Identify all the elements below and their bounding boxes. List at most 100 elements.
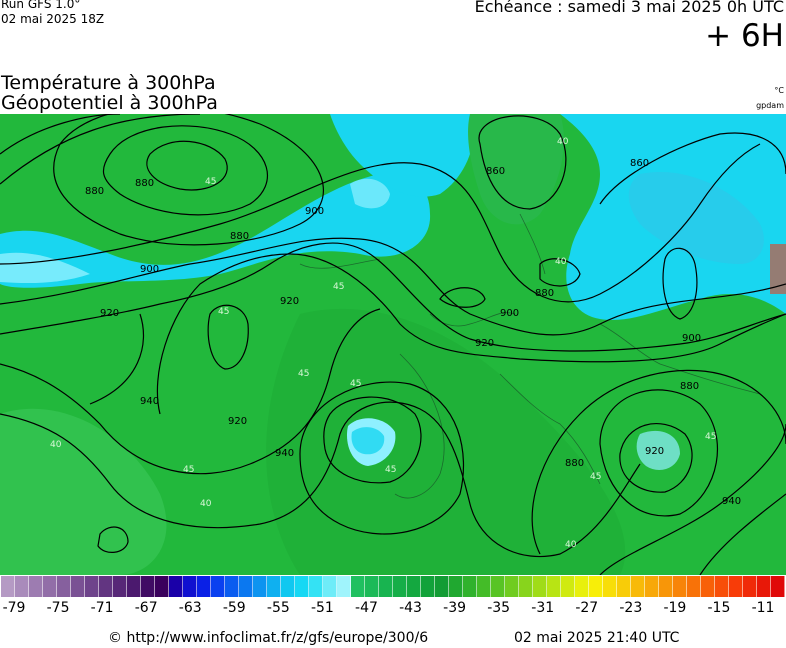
unit-temperature: °C	[774, 86, 784, 95]
temp-label: 45	[385, 465, 396, 475]
warm-edge-east	[770, 244, 786, 294]
colorbar-swatch	[281, 576, 295, 597]
contour-label: 920	[280, 296, 299, 307]
contour-label: 880	[135, 178, 154, 189]
warm-pocket-norway	[468, 114, 564, 225]
colorbar-swatch	[701, 576, 715, 597]
contour-label: 880	[535, 288, 554, 299]
colorbar-swatch	[267, 576, 281, 597]
colorbar-swatch	[155, 576, 169, 597]
contour-label: 880	[565, 458, 584, 469]
contour-label: 940	[275, 448, 294, 459]
cold-core-atlantic	[0, 252, 90, 284]
map-title-geopotential: Géopotentiel à 300hPa	[1, 92, 218, 114]
colorbar-swatch	[337, 576, 351, 597]
temp-label: 45	[298, 369, 309, 379]
temp-label: 45	[333, 282, 344, 292]
colorbar-swatch	[421, 576, 435, 597]
colorbar-tick-label: -31	[531, 600, 555, 616]
temperature-field-dark-green	[266, 308, 626, 575]
colorbar-tick-label: -63	[178, 600, 202, 616]
colorbar-swatch	[29, 576, 43, 597]
colorbar-swatch	[1, 576, 15, 597]
colorbar-tick-labels: -79 -75 -71 -67 -63 -59 -55 -51 -47 -43 -39 -35 -31 -…	[0, 600, 786, 618]
contour-label: 880	[85, 186, 104, 197]
colorbar-swatch	[729, 576, 743, 597]
colorbar-swatch	[477, 576, 491, 597]
colorbar-swatch	[197, 576, 211, 597]
colorbar-swatch	[673, 576, 687, 597]
weather-map[interactable]: 880 880 880 880 900 900 900 900 920 920 …	[0, 114, 786, 575]
colorbar-swatch	[295, 576, 309, 597]
contour-label: 900	[500, 308, 519, 319]
colorbar-tick-label: -71	[90, 600, 114, 616]
colorbar-swatch	[547, 576, 561, 597]
contour-label: 920	[228, 416, 247, 427]
colorbar-swatch	[43, 576, 57, 597]
colorbar-swatch	[127, 576, 141, 597]
colorbar-tick-label: -47	[355, 600, 378, 616]
colorbar-swatch	[393, 576, 407, 597]
contour-label: 940	[722, 496, 741, 507]
colorbar-tick-label: -39	[443, 600, 467, 616]
colorbar-swatch	[561, 576, 575, 597]
colorbar-tick-label: -15	[707, 600, 731, 616]
cold-pocket-east	[636, 430, 680, 470]
contour-label: 880	[230, 231, 249, 242]
temp-label: 40	[557, 137, 569, 147]
colorbar-swatch	[71, 576, 85, 597]
run-label: Run GFS 1.0°	[1, 0, 81, 11]
colorbar-swatch	[575, 576, 589, 597]
cold-core-russia	[628, 172, 764, 264]
lead-time: + 6H	[705, 18, 784, 54]
colorbar-swatch	[169, 576, 183, 597]
colorbar-swatch	[631, 576, 645, 597]
colorbar-swatch	[757, 576, 771, 597]
colorbar-swatch	[449, 576, 463, 597]
coastlines	[299, 213, 761, 499]
temp-label: 40	[50, 440, 62, 450]
temp-label: 40	[200, 499, 212, 509]
colorbar-swatch	[141, 576, 155, 597]
colorbar-swatch	[253, 576, 267, 597]
footer-generated-date: 02 mai 2025 21:40 UTC	[514, 630, 680, 646]
contour-label: 940	[140, 396, 159, 407]
geopotential-contours	[0, 114, 786, 575]
colorbar-swatch	[57, 576, 71, 597]
cold-band-atlantic	[0, 173, 431, 288]
contour-label: 900	[140, 264, 159, 275]
run-date: 02 mai 2025 18Z	[1, 12, 105, 26]
colorbar-swatch	[463, 576, 477, 597]
colorbar-swatch	[715, 576, 729, 597]
colorbar-tick-label: -55	[266, 600, 290, 616]
colorbar-swatch	[309, 576, 323, 597]
colorbar-swatch	[211, 576, 225, 597]
cold-band-greenland-sea	[330, 114, 474, 197]
colorbar-tick-label: -19	[663, 600, 687, 616]
temp-label: 45	[205, 177, 216, 187]
contour-label: 920	[475, 338, 494, 349]
colorbar-swatch	[407, 576, 421, 597]
cold-pocket-iberia-core	[351, 427, 385, 455]
colorbar-swatch	[225, 576, 239, 597]
colorbar-swatch	[99, 576, 113, 597]
map-canvas: 880 880 880 880 900 900 900 900 920 920 …	[0, 114, 786, 575]
footer-source-url[interactable]: © http://www.infoclimat.fr/z/gfs/europe/…	[108, 630, 429, 646]
colorbar-swatch	[505, 576, 519, 597]
colorbar-tick-label: -23	[619, 600, 643, 616]
colorbar-swatch	[15, 576, 29, 597]
colorbar-swatch	[519, 576, 533, 597]
temperature-colorbar	[1, 576, 785, 597]
colorbar-tick-label: -35	[487, 600, 511, 616]
temp-label: 45	[183, 465, 194, 475]
contour-label: 880	[680, 381, 699, 392]
colorbar-swatch	[743, 576, 757, 597]
colorbar-tick-label: -11	[751, 600, 775, 616]
colorbar-swatch	[617, 576, 631, 597]
colorbar-swatch	[379, 576, 393, 597]
contour-label: 860	[630, 158, 649, 169]
colorbar-swatch	[771, 576, 785, 597]
colorbar-swatch	[491, 576, 505, 597]
forecast-valid-time: Echéance : samedi 3 mai 2025 0h UTC	[474, 0, 784, 16]
colorbar-swatch	[589, 576, 603, 597]
